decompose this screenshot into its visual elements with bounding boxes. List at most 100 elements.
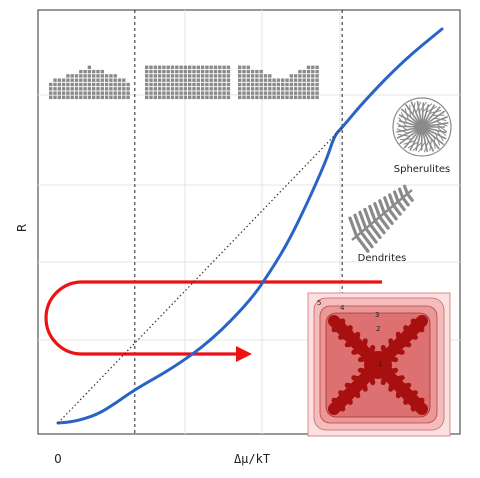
y-axis-label: R (15, 224, 29, 232)
crystal-block (61, 95, 66, 100)
inset-dendrite-branch (360, 338, 368, 353)
crystal-block (157, 91, 162, 95)
crystal-block (192, 91, 196, 95)
crystal-block (145, 95, 149, 100)
spherulite-ray (421, 126, 440, 150)
crystal-block (263, 82, 268, 87)
crystal-block (213, 78, 218, 82)
crystal-block (259, 82, 263, 87)
crystal-block (259, 78, 263, 82)
crystal-block (162, 95, 166, 100)
crystal-block (246, 95, 250, 100)
crystal-block (246, 69, 250, 74)
crystal-block (222, 87, 226, 91)
crystal-block (162, 82, 166, 87)
fern-leaf (348, 216, 359, 238)
crystal-block (196, 95, 200, 100)
crystal-block (222, 82, 226, 87)
crystal-block (83, 95, 87, 100)
crystal-block (222, 78, 226, 82)
crystal-block (226, 78, 231, 82)
crystal-block (49, 87, 53, 91)
crystal-block (302, 69, 306, 74)
crystal-block (109, 82, 113, 87)
crystal-block (205, 91, 209, 95)
crystal-block (213, 87, 218, 91)
crystal-block (162, 91, 166, 95)
crystal-block (250, 95, 255, 100)
crystal-block (162, 69, 166, 74)
fern-leaf (387, 207, 398, 221)
inset-dendrite-branch (360, 377, 368, 392)
crystal-block (263, 78, 268, 82)
crystal-block (83, 78, 87, 82)
crystal-block (315, 82, 319, 87)
crystal-block (57, 91, 61, 95)
crystal-block (70, 74, 74, 78)
crystal-block (96, 95, 100, 100)
crystal-block (250, 82, 255, 87)
crystal-block (246, 74, 250, 78)
dendrite-icon (348, 184, 414, 253)
crystal-block (170, 74, 175, 78)
crystal-block (293, 87, 298, 91)
crystal-block (263, 91, 268, 95)
crystal-block (302, 78, 306, 82)
crystal-block (179, 78, 183, 82)
inset-dendrite-branch (346, 325, 353, 339)
crystal-block (238, 87, 242, 91)
crystal-block (117, 87, 122, 91)
fern-leaf (388, 193, 396, 207)
crystal-block (222, 95, 226, 100)
crystal-block (79, 78, 83, 82)
spherulite-ray (404, 103, 423, 128)
crystal-block (242, 82, 246, 87)
crystal-block (145, 74, 149, 78)
crystal-block (100, 74, 104, 78)
crystal-block (205, 82, 209, 87)
crystal-block (57, 78, 61, 82)
crystal-block (196, 78, 200, 82)
crystal-block (183, 95, 188, 100)
crystal-block (74, 74, 79, 78)
crystal-block (272, 82, 276, 87)
crystal-block (281, 91, 285, 95)
inset-dendrite-branch (403, 391, 410, 405)
crystal-block (311, 69, 315, 74)
crystal-block (126, 91, 130, 95)
crystal-block (298, 74, 302, 78)
crystal-block (170, 69, 175, 74)
crystal-block (170, 82, 175, 87)
spherulite-ray (396, 126, 423, 139)
crystal-block (192, 87, 196, 91)
crystal-block (183, 91, 188, 95)
spherulite-ray (421, 102, 425, 128)
crystal-block (276, 91, 281, 95)
series-line-0 (56, 27, 444, 425)
crystal-block (183, 69, 188, 74)
crystal-block (289, 78, 293, 82)
crystal-block (311, 91, 315, 95)
crystal-block (200, 69, 205, 74)
crystal-block (122, 95, 126, 100)
crystal-block (315, 74, 319, 78)
crystal-block (213, 65, 218, 69)
crystal-block (83, 82, 87, 87)
crystal-block (226, 74, 231, 78)
crystal-block (157, 74, 162, 78)
crystal-block (192, 82, 196, 87)
crystal-block (100, 87, 104, 91)
crystal-block (259, 91, 263, 95)
crystal-block (268, 78, 272, 82)
crystal-block (179, 87, 183, 91)
crystal-block (289, 74, 293, 78)
crystal-block (157, 78, 162, 82)
crystal-block (175, 87, 179, 91)
crystal-block (74, 78, 79, 82)
crystal-block (209, 91, 213, 95)
crystal-block (122, 87, 126, 91)
crystal-block (166, 82, 170, 87)
crystal-block (70, 78, 74, 82)
inset-dendrite-branch (403, 325, 410, 339)
spherulite-ray (403, 126, 423, 149)
